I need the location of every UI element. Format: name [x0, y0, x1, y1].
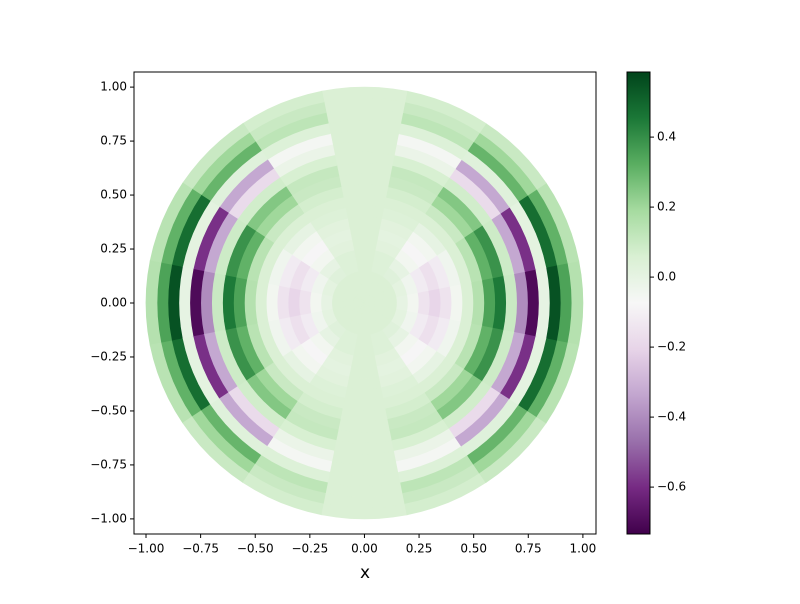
y-tick-label: 1.00: [100, 80, 127, 94]
y-tick-label: −0.50: [90, 403, 127, 417]
heat-cell: [536, 342, 580, 424]
heat-cell: [353, 248, 376, 262]
heat-cell: [355, 334, 374, 347]
heat-cell: [349, 366, 380, 379]
colorbar-tick-label: 0.2: [657, 200, 676, 214]
heat-cell: [340, 183, 389, 198]
x-tick-label: −1.00: [128, 542, 165, 556]
colorbar-tick-label: 0.0: [657, 270, 676, 284]
heat-cell: [355, 259, 374, 272]
heat-cell: [265, 283, 280, 323]
colorbar: [626, 71, 651, 535]
heat-cell: [338, 419, 391, 433]
heat-cell: [338, 173, 391, 187]
heat-cell: [460, 281, 475, 325]
y-tick-label: 0.25: [100, 242, 127, 256]
heat-cell: [417, 289, 431, 317]
x-tick-label: 0.25: [406, 542, 433, 556]
y-tick-label: −0.25: [90, 349, 127, 363]
heat-cell: [406, 291, 420, 315]
x-tick-label: −0.75: [182, 542, 219, 556]
heat-cell: [353, 344, 376, 358]
heat-cell: [232, 277, 248, 329]
heat-cell: [481, 277, 496, 329]
y-tick-label: −0.75: [90, 457, 127, 471]
heat-cell: [344, 205, 385, 219]
x-tick-label: −0.50: [237, 542, 274, 556]
heat-cell: [449, 283, 464, 323]
heat-cell: [342, 397, 387, 412]
y-tick-label: −1.00: [90, 511, 127, 525]
x-tick-label: 1.00: [570, 542, 597, 556]
heat-cell: [346, 216, 382, 230]
colorbar-tick-label: −0.6: [657, 480, 686, 494]
plot-area: [145, 86, 584, 520]
x-tick-label: 0.75: [515, 542, 542, 556]
y-tick-label: 0.75: [100, 134, 127, 148]
x-tick-label: 0.50: [460, 542, 487, 556]
heat-cell: [320, 294, 333, 312]
heat-cell: [351, 355, 378, 369]
heat-cell: [340, 408, 389, 423]
heat-cell: [428, 287, 442, 319]
heat-cell: [349, 227, 380, 240]
heat-cell: [396, 294, 409, 312]
heat-cell: [287, 287, 301, 319]
heat-cell: [254, 281, 269, 325]
x-axis-label: x: [360, 563, 370, 583]
heat-cell: [344, 387, 385, 401]
heat-cell: [438, 285, 453, 321]
heat-cell: [346, 376, 382, 390]
y-tick-label: 0.50: [100, 188, 127, 202]
y-tick-label: 0.00: [100, 296, 127, 310]
heat-cell: [342, 194, 387, 209]
heat-cell: [276, 285, 290, 321]
colorbar-tick-label: −0.4: [657, 410, 686, 424]
heat-cell: [471, 279, 486, 327]
heat-cell: [298, 289, 312, 317]
x-tick-label: −0.25: [291, 542, 328, 556]
heat-cell: [309, 291, 323, 315]
colorbar-tick-label: −0.2: [657, 340, 686, 354]
heat-cell: [351, 237, 378, 251]
heat-cell: [243, 279, 258, 327]
colorbar-tick-label: 0.4: [657, 130, 676, 144]
x-tick-label: 0.00: [351, 542, 378, 556]
